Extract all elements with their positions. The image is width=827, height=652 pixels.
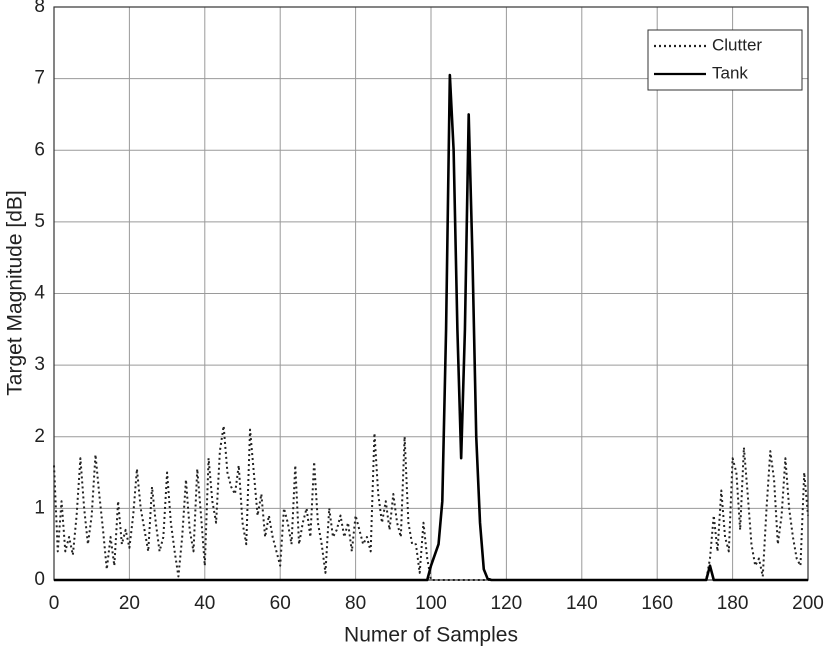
x-tick-label: 60 — [270, 593, 291, 614]
data-line — [54, 73, 808, 582]
x-axis-label: Numer of Samples — [344, 624, 518, 647]
y-tick-label: 5 — [34, 211, 45, 232]
y-tick-label: 2 — [34, 426, 45, 447]
y-tick-label: 1 — [34, 497, 45, 518]
y-tick-label: 3 — [34, 354, 45, 375]
x-tick-label: 200 — [792, 593, 824, 614]
x-tick-label: 120 — [491, 593, 523, 614]
plot-frame — [53, 6, 809, 581]
x-tick-label: 180 — [717, 593, 749, 614]
y-tick-label: 6 — [34, 139, 45, 160]
legend-label: Tank — [712, 63, 748, 82]
legend-box — [647, 29, 803, 91]
y-tick-label: 0 — [34, 569, 45, 590]
x-tick-label: 160 — [641, 593, 673, 614]
y-tick-label: 8 — [34, 0, 45, 17]
legend-label: Clutter — [712, 35, 762, 54]
x-tick-label: 80 — [345, 593, 366, 614]
x-tick-label: 20 — [119, 593, 140, 614]
x-tick-label: 40 — [194, 593, 215, 614]
x-tick-label: 0 — [49, 593, 60, 614]
y-axis-label: Target Magnitude [dB] — [4, 190, 27, 395]
y-tick-label: 7 — [34, 68, 45, 89]
y-tick-label: 4 — [34, 283, 45, 304]
x-tick-label: 100 — [415, 593, 447, 614]
x-tick-label: 140 — [566, 593, 598, 614]
